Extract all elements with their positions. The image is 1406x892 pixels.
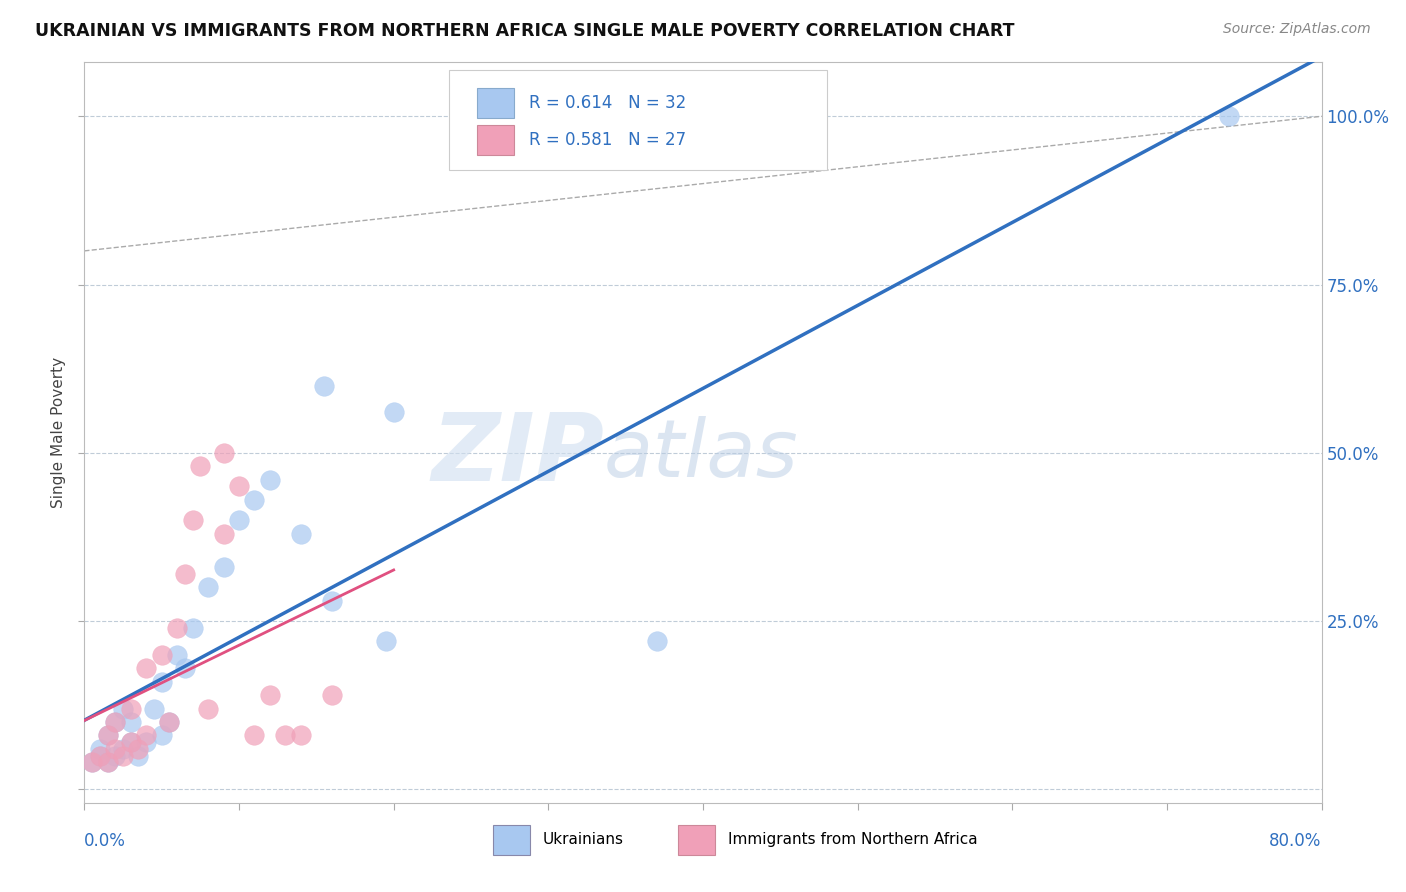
Point bbox=[374, 634, 398, 648]
FancyBboxPatch shape bbox=[678, 825, 716, 855]
Text: atlas: atlas bbox=[605, 416, 799, 494]
Point bbox=[104, 742, 127, 756]
Point bbox=[181, 621, 204, 635]
Point bbox=[82, 756, 104, 770]
Point bbox=[89, 742, 111, 756]
FancyBboxPatch shape bbox=[492, 825, 530, 855]
Point bbox=[104, 714, 127, 729]
Point bbox=[259, 688, 281, 702]
Text: R = 0.581   N = 27: R = 0.581 N = 27 bbox=[529, 131, 686, 149]
Point bbox=[96, 729, 118, 743]
Text: UKRAINIAN VS IMMIGRANTS FROM NORTHERN AFRICA SINGLE MALE POVERTY CORRELATION CHA: UKRAINIAN VS IMMIGRANTS FROM NORTHERN AF… bbox=[35, 22, 1015, 40]
FancyBboxPatch shape bbox=[477, 88, 513, 118]
Point bbox=[197, 701, 219, 715]
Text: Source: ZipAtlas.com: Source: ZipAtlas.com bbox=[1223, 22, 1371, 37]
Text: 0.0%: 0.0% bbox=[84, 832, 127, 850]
Point bbox=[321, 688, 343, 702]
Point bbox=[96, 756, 118, 770]
Point bbox=[112, 748, 135, 763]
Point bbox=[243, 492, 266, 507]
Point bbox=[243, 729, 266, 743]
Point bbox=[120, 735, 142, 749]
Point bbox=[645, 634, 668, 648]
Point bbox=[112, 701, 135, 715]
FancyBboxPatch shape bbox=[477, 126, 513, 155]
Point bbox=[1218, 109, 1240, 123]
Point bbox=[120, 714, 142, 729]
FancyBboxPatch shape bbox=[450, 70, 827, 169]
Point bbox=[321, 594, 343, 608]
Text: Immigrants from Northern Africa: Immigrants from Northern Africa bbox=[728, 832, 977, 847]
Point bbox=[181, 513, 204, 527]
Point bbox=[135, 729, 157, 743]
Point bbox=[120, 735, 142, 749]
Y-axis label: Single Male Poverty: Single Male Poverty bbox=[51, 357, 66, 508]
Point bbox=[290, 526, 312, 541]
Point bbox=[150, 729, 173, 743]
Point bbox=[174, 661, 197, 675]
Point bbox=[127, 742, 149, 756]
Point bbox=[159, 714, 180, 729]
Point bbox=[143, 701, 166, 715]
Point bbox=[82, 756, 104, 770]
Point bbox=[135, 661, 157, 675]
Point bbox=[89, 748, 111, 763]
Text: Ukrainians: Ukrainians bbox=[543, 832, 623, 847]
Point bbox=[212, 560, 235, 574]
Point bbox=[104, 714, 127, 729]
Point bbox=[197, 581, 219, 595]
Point bbox=[259, 473, 281, 487]
Point bbox=[174, 566, 197, 581]
Point bbox=[382, 405, 405, 419]
Point bbox=[290, 729, 312, 743]
Text: R = 0.614   N = 32: R = 0.614 N = 32 bbox=[529, 95, 686, 112]
Point bbox=[228, 513, 250, 527]
Point bbox=[166, 648, 188, 662]
Point bbox=[104, 748, 127, 763]
Point bbox=[159, 714, 180, 729]
Point bbox=[150, 648, 173, 662]
Point bbox=[274, 729, 297, 743]
Point bbox=[135, 735, 157, 749]
Point bbox=[89, 748, 111, 763]
Point bbox=[120, 701, 142, 715]
Point bbox=[212, 526, 235, 541]
Text: ZIP: ZIP bbox=[432, 409, 605, 500]
Point bbox=[166, 621, 188, 635]
Point bbox=[312, 378, 335, 392]
Point bbox=[96, 756, 118, 770]
Point bbox=[150, 674, 173, 689]
Point bbox=[212, 446, 235, 460]
Point bbox=[96, 729, 118, 743]
Point bbox=[228, 479, 250, 493]
Text: 80.0%: 80.0% bbox=[1270, 832, 1322, 850]
Point bbox=[112, 742, 135, 756]
Point bbox=[127, 748, 149, 763]
Point bbox=[188, 459, 211, 474]
